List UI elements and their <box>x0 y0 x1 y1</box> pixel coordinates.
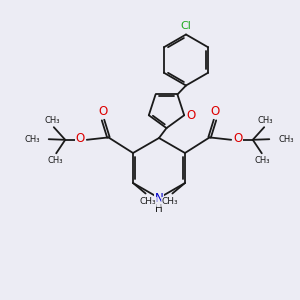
Text: O: O <box>76 132 85 145</box>
Text: CH₃: CH₃ <box>24 135 40 144</box>
Text: CH₃: CH₃ <box>258 116 273 125</box>
Text: O: O <box>98 105 108 118</box>
Text: H: H <box>155 204 163 214</box>
Text: CH₃: CH₃ <box>278 135 294 144</box>
Text: CH₃: CH₃ <box>45 116 60 125</box>
Text: CH₃: CH₃ <box>255 156 270 165</box>
Text: CH₃: CH₃ <box>162 197 178 206</box>
Text: O: O <box>233 132 242 145</box>
Text: O: O <box>186 109 195 122</box>
Text: CH₃: CH₃ <box>140 197 156 206</box>
Text: N: N <box>154 191 164 205</box>
Text: Cl: Cl <box>181 21 191 31</box>
Text: O: O <box>210 105 220 118</box>
Text: CH₃: CH₃ <box>48 156 63 165</box>
